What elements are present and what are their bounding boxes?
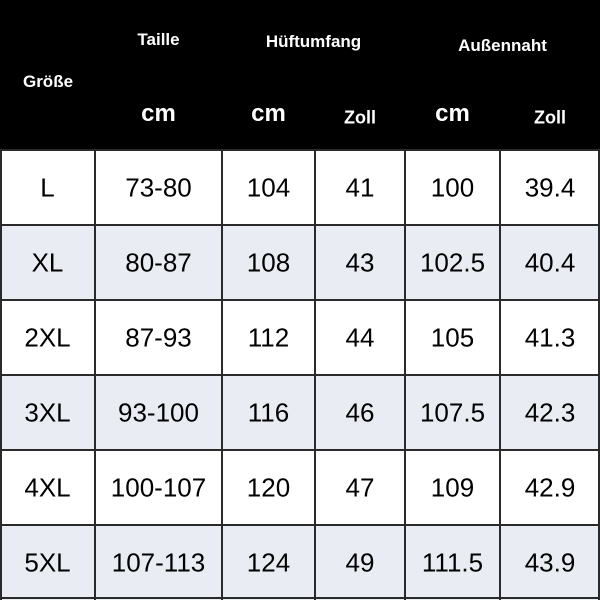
grid-line — [94, 150, 96, 600]
cell-text: L — [40, 172, 55, 202]
cell-text: 100 — [430, 172, 475, 202]
cell-text: 109 — [430, 472, 475, 502]
row-background — [0, 525, 600, 600]
grid-line — [314, 150, 316, 600]
grid-line — [0, 299, 600, 301]
group-title: Taille — [137, 30, 180, 49]
unit-label: Zoll — [534, 107, 566, 128]
cell-text: 87-93 — [125, 322, 192, 352]
cell-text: 39.4 — [524, 172, 576, 202]
size-header: Größe — [22, 72, 74, 91]
cell-text: 73-80 — [125, 172, 192, 202]
cell-text: 42.9 — [524, 472, 576, 502]
grid-line — [598, 150, 600, 600]
cell-text: 41.3 — [524, 322, 576, 352]
grid-line — [499, 150, 501, 600]
cell-text: 42.3 — [524, 397, 576, 427]
cell-text: 40.4 — [524, 247, 576, 277]
cell-text: 111.5 — [421, 547, 484, 577]
unit-label: cm — [141, 100, 176, 127]
cell-text: 44 — [345, 322, 375, 352]
cell-text: 3XL — [24, 397, 71, 427]
cell-text: 46 — [345, 397, 375, 427]
row-background — [0, 225, 600, 300]
cell-text: 80-87 — [125, 247, 192, 277]
cell-text: 107.5 — [419, 397, 486, 427]
grid-line — [0, 524, 600, 526]
grid-line — [0, 149, 600, 151]
grid-line — [0, 150, 2, 600]
row-background — [0, 300, 600, 375]
cell-text: 112 — [247, 322, 290, 352]
cell-text: 49 — [345, 547, 375, 577]
group-title: Hüftumfang — [265, 32, 362, 51]
row-background — [0, 450, 600, 525]
cell-text: 116 — [247, 397, 290, 427]
grid-line — [0, 224, 600, 226]
cell-text: 93-100 — [118, 397, 199, 427]
cell-text: 2XL — [24, 322, 71, 352]
cell-text: XL — [31, 247, 64, 277]
cell-text: 108 — [246, 247, 291, 277]
cell-text: 120 — [246, 472, 291, 502]
cell-text: 104 — [246, 172, 291, 202]
cell-text: 4XL — [24, 472, 71, 502]
cell-text: 5XL — [24, 547, 71, 577]
cell-text: 124 — [246, 547, 291, 577]
group-title: Außennaht — [458, 36, 547, 55]
cell-text: 100-107 — [110, 472, 207, 502]
cell-text: 41 — [345, 172, 375, 202]
unit-label: cm — [251, 100, 286, 127]
cell-text: 47 — [345, 472, 375, 502]
cell-text: 102.5 — [419, 247, 486, 277]
grid-line — [0, 597, 600, 599]
cell-text: 43 — [345, 247, 375, 277]
cell-text: 105 — [430, 322, 475, 352]
row-background — [0, 375, 600, 450]
grid-line — [0, 374, 600, 376]
grid-line — [221, 150, 223, 600]
unit-label: Zoll — [344, 107, 376, 128]
cell-text: 43.9 — [524, 547, 576, 577]
row-background — [0, 150, 600, 225]
header-band — [0, 0, 600, 149]
grid-line — [0, 449, 600, 451]
grid-line — [404, 150, 406, 600]
cell-text: 107-113 — [111, 547, 206, 577]
unit-label: cm — [435, 100, 470, 127]
